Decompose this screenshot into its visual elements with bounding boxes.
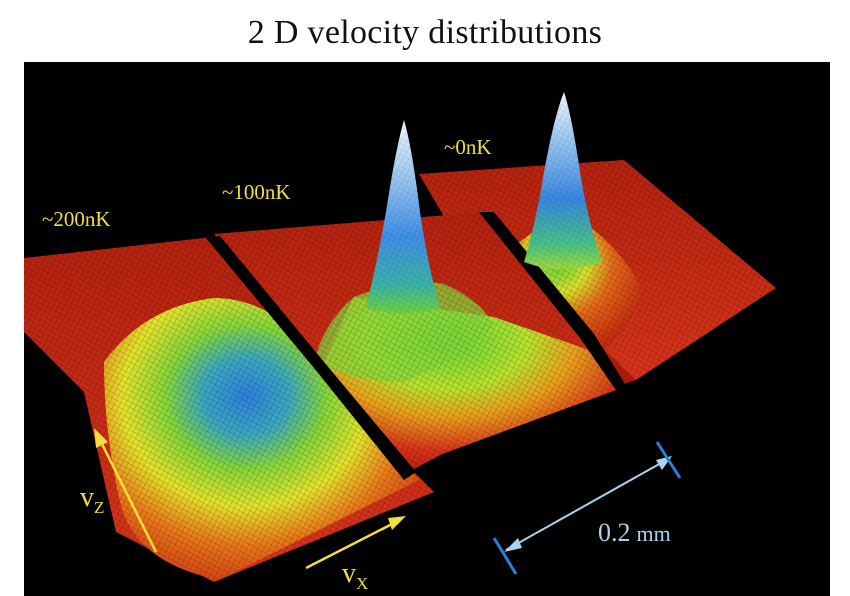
vx-axis-label: vX bbox=[342, 558, 368, 593]
scale-arrowhead-left-icon bbox=[504, 538, 522, 552]
scale-bar-label: 0.2 mm bbox=[598, 518, 671, 547]
surface-100nk bbox=[214, 212, 616, 470]
surface-plot-svg: ~200nK ~100nK ~0nK vZ vX bbox=[24, 92, 776, 593]
temp-label-100nk: ~100nK bbox=[222, 180, 291, 204]
peak-100nk bbox=[366, 120, 440, 314]
figure-title: 2 D velocity distributions bbox=[247, 14, 603, 51]
peak-0nk bbox=[524, 92, 602, 270]
vx-arrowhead-icon bbox=[388, 516, 406, 530]
scale-bar: 0.2 mm bbox=[492, 441, 682, 575]
vz-arrowhead-icon bbox=[94, 428, 108, 448]
velocity-distribution-image: ~200nK ~100nK ~0nK vZ vX bbox=[24, 62, 830, 596]
temp-label-200nk: ~200nK bbox=[42, 207, 111, 231]
vz-axis: vZ bbox=[80, 428, 158, 553]
vz-axis-label: vZ bbox=[80, 482, 104, 517]
temp-label-0nk: ~0nK bbox=[444, 135, 492, 159]
vx-axis: vX bbox=[305, 516, 406, 593]
